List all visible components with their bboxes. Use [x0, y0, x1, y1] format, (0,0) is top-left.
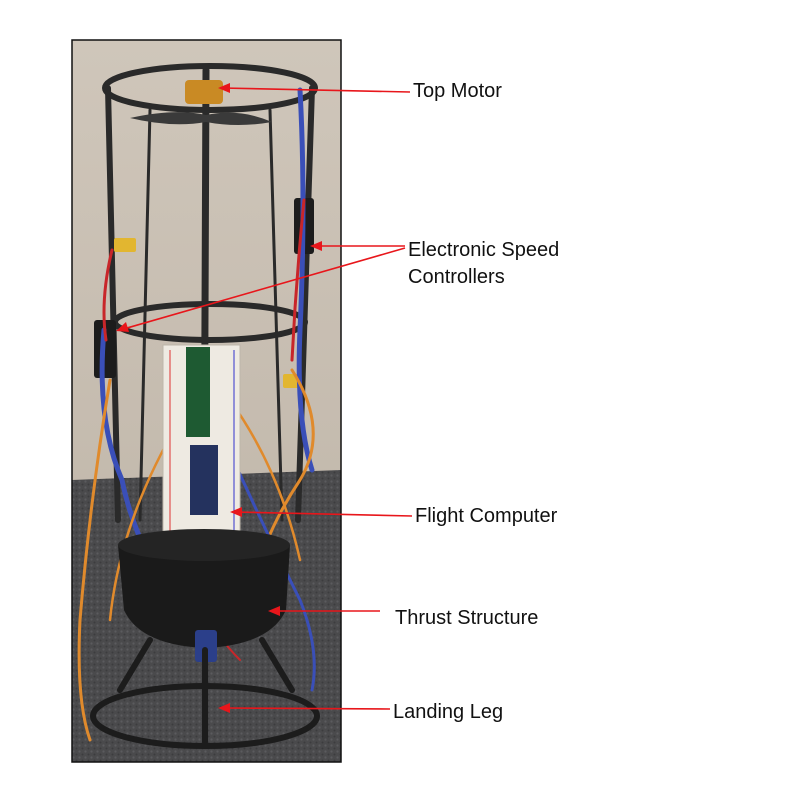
- label-electronic-speed-controllers: Electronic Speed Controllers: [408, 237, 559, 291]
- arrowhead-esc-right: [310, 241, 322, 251]
- leader-flight-computer: [233, 511, 413, 517]
- top-motor-assembly: [130, 80, 272, 125]
- arrowhead-top-motor: [218, 83, 230, 93]
- label-flight-computer: Flight Computer: [415, 503, 557, 530]
- label-esc-line-1: Electronic Speed: [408, 239, 560, 261]
- wiring: [77, 87, 316, 742]
- landing-legs: [90, 637, 320, 749]
- label-landing-leg-text: Landing Leg: [393, 701, 504, 723]
- arrowhead-landing-leg: [218, 703, 230, 713]
- label-landing-leg: Landing Leg: [393, 699, 503, 726]
- arrowhead-thrust-structure: [268, 606, 280, 616]
- thrust-structure: [118, 529, 290, 662]
- arrowhead-flight-computer: [230, 507, 242, 517]
- arrowhead-esc-left: [116, 322, 129, 332]
- label-top-motor: Top Motor: [413, 78, 502, 105]
- leader-landing-leg: [221, 707, 391, 710]
- label-thrust-structure-text: Thrust Structure: [395, 607, 539, 629]
- label-thrust-structure: Thrust Structure: [395, 605, 538, 632]
- label-top-motor-text: Top Motor: [413, 80, 502, 102]
- label-esc-line-2: Controllers: [408, 266, 505, 288]
- breadboard: [162, 344, 241, 559]
- leader-esc-left: [119, 247, 406, 331]
- label-flight-computer-text: Flight Computer: [415, 505, 558, 527]
- leader-lines: [116, 83, 413, 713]
- leader-top-motor: [221, 87, 411, 93]
